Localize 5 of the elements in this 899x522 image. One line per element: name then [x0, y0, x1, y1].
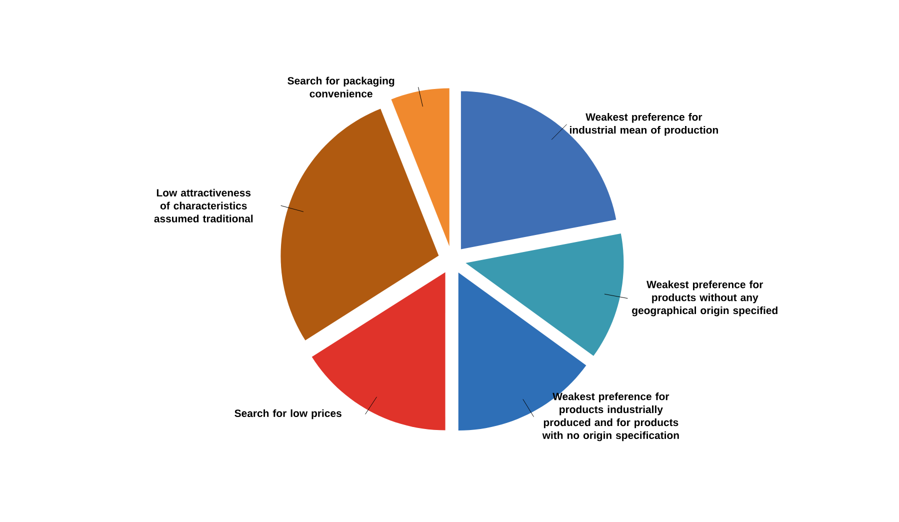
slice-label: Weakest preference for industrial mean of production	[570, 113, 718, 136]
slice-label: Low attractiveness of characteristics assumed traditional	[154, 188, 253, 222]
slice-label: Weakest preference for products without any geographical origin specified	[632, 280, 778, 316]
slice-label: Search for packaging convenience	[288, 76, 394, 98]
slice-label: Search for low prices	[234, 409, 342, 420]
